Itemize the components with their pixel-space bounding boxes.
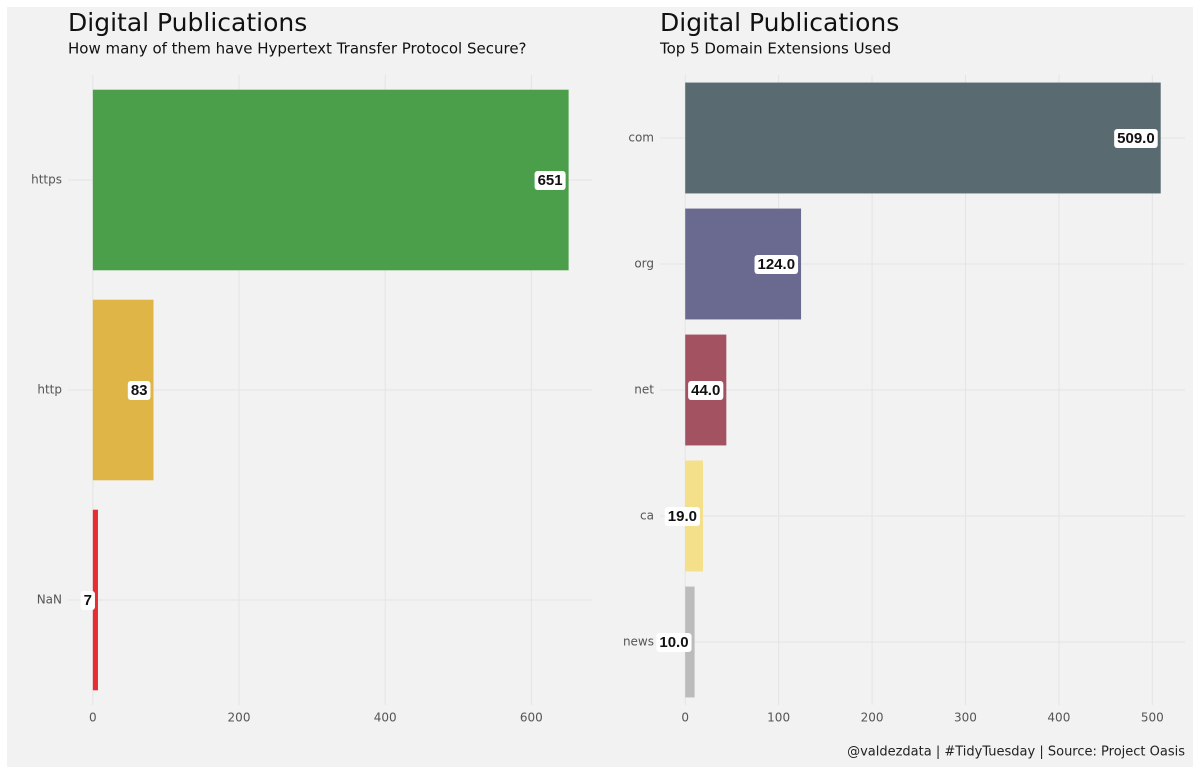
- x-tick-label: 200: [861, 711, 884, 725]
- value-label-box: [656, 632, 692, 652]
- value-label: 7: [84, 592, 92, 609]
- x-tick-label: 0: [89, 711, 97, 725]
- value-label: 651: [538, 172, 563, 189]
- y-tick-label: ca: [640, 509, 654, 523]
- x-tick-label: 400: [374, 711, 397, 725]
- value-label-box: [1114, 128, 1158, 148]
- value-label-box: [534, 170, 566, 190]
- value-label-box: [127, 380, 151, 400]
- y-tick-label: com: [628, 131, 654, 145]
- chart-subtitle: Top 5 Domain Extensions Used: [659, 40, 891, 58]
- x-tick-label: 600: [520, 711, 543, 725]
- y-tick-label: net: [634, 383, 654, 397]
- value-label: 44.0: [691, 382, 720, 399]
- y-tick-label: org: [634, 257, 654, 271]
- x-tick-label: 400: [1047, 711, 1070, 725]
- x-tick-label: 300: [954, 711, 977, 725]
- value-label-box: [80, 590, 95, 610]
- y-tick-label: https: [31, 173, 62, 187]
- value-label: 83: [131, 382, 148, 399]
- x-tick-label: 100: [767, 711, 790, 725]
- value-label: 124.0: [758, 256, 796, 273]
- value-label: 19.0: [668, 508, 697, 525]
- y-tick-label: http: [37, 383, 62, 397]
- value-label: 10.0: [659, 634, 688, 651]
- caption: @valdezdata | #TidyTuesday | Source: Pro…: [847, 745, 1185, 760]
- chart-subtitle: How many of them have Hypertext Transfer…: [68, 40, 527, 58]
- bar: [92, 509, 98, 691]
- x-tick-label: 0: [681, 711, 689, 725]
- y-tick-label: NaN: [37, 593, 62, 607]
- bar: [92, 89, 569, 271]
- y-tick-label: news: [623, 635, 654, 649]
- chart-title: Digital Publications: [660, 8, 899, 37]
- x-tick-label: 500: [1141, 711, 1164, 725]
- chart-title: Digital Publications: [68, 8, 307, 37]
- value-label-box: [664, 506, 700, 526]
- bar: [685, 82, 1161, 194]
- value-label-box: [754, 254, 799, 274]
- value-label: 509.0: [1117, 130, 1155, 147]
- x-tick-label: 200: [228, 711, 251, 725]
- value-label-box: [688, 380, 724, 400]
